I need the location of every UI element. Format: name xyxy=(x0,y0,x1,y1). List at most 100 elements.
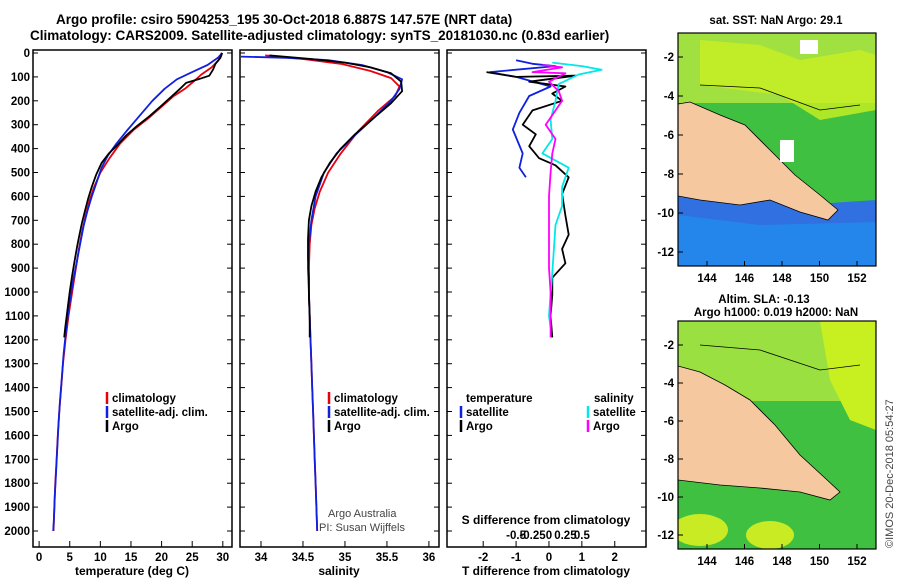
map-ticks: -2 -4 -6 -8 -10 -12 144 146 148 150 152 -2 -4 -6 -8 -10… xyxy=(657,52,866,568)
depth-tick-label: 700 xyxy=(11,215,30,227)
x-tick-label: 0 xyxy=(36,552,42,564)
x-tick-label: 20 xyxy=(155,552,168,564)
lon-tick-label: 146 xyxy=(735,273,754,285)
series-line-difference-satellite xyxy=(541,61,603,328)
lat-tick-label: -4 xyxy=(664,378,675,390)
x-tick-label: -2 xyxy=(478,552,488,564)
lat-tick-label: -12 xyxy=(657,530,674,542)
lat-tick-label: -4 xyxy=(664,91,675,103)
sla-map-frame xyxy=(677,320,877,550)
series-layer xyxy=(52,52,603,532)
legend-climatology: climatology xyxy=(334,393,399,405)
depth-tick-label: 100 xyxy=(11,72,30,84)
temperature-legend: climatology satellite-adj. clim. Argo xyxy=(105,392,208,433)
sla-map-title2: Argo h1000: 0.019 h2000: NaN xyxy=(694,307,858,319)
lon-tick-label: 150 xyxy=(810,556,829,568)
depth-tick-label: 600 xyxy=(11,191,30,203)
lat-tick-label: -8 xyxy=(664,454,675,466)
credit-line2: PI: Susan Wijffels xyxy=(319,522,405,534)
legend-s-argo: Argo xyxy=(593,421,620,433)
lon-tick-label: 152 xyxy=(847,273,866,285)
title-line2: Climatology: CARS2009. Satellite-adjuste… xyxy=(30,28,609,43)
depth-tick-label: 200 xyxy=(11,96,30,108)
depth-tick-label: 400 xyxy=(11,144,30,156)
depth-tick-label: 2000 xyxy=(4,526,30,538)
difference-xlabel: T difference from climatology xyxy=(462,564,630,578)
depth-tick-label: 1200 xyxy=(4,335,30,347)
lat-tick-label: -8 xyxy=(664,169,675,181)
lat-tick-label: -2 xyxy=(664,340,674,352)
x-tick-label: 36 xyxy=(423,552,436,564)
salinity-panel xyxy=(239,49,440,548)
depth-tick-label: 500 xyxy=(11,168,30,180)
depth-tick-label: 800 xyxy=(11,239,30,251)
x-tick-label: 35 xyxy=(339,552,352,564)
s-difference-label: S difference from climatology xyxy=(462,513,631,527)
legend-salinity-title: salinity xyxy=(594,393,634,405)
sla-map-title1: Altim. SLA: -0.13 xyxy=(718,294,809,306)
credit-line1: Argo Australia xyxy=(328,508,397,520)
lat-tick-label: -10 xyxy=(657,492,674,504)
temperature-panel xyxy=(32,49,233,548)
depth-tick-label: 0 xyxy=(24,48,30,60)
difference-legend: temperature satellite Argo salinity sate… xyxy=(459,393,636,433)
x-tick-label: 25 xyxy=(186,552,199,564)
lon-tick-label: 152 xyxy=(847,556,866,568)
s-tick-label: -0.25 xyxy=(519,530,546,542)
title-line1: Argo profile: csiro 5904253_195 30-Oct-2… xyxy=(56,12,512,27)
x-tick-label: 5 xyxy=(67,552,74,564)
depth-tick-label: 1700 xyxy=(4,454,30,466)
depth-tick-label: 1500 xyxy=(4,407,30,419)
legend-satellite: satellite-adj. clim. xyxy=(334,407,430,419)
depth-tick-label: 300 xyxy=(11,120,30,132)
legend-argo: Argo xyxy=(112,421,139,433)
legend-argo: Argo xyxy=(334,421,361,433)
depth-tick-label: 1600 xyxy=(4,430,30,442)
x-tick-label: 10 xyxy=(94,552,107,564)
legend-climatology: climatology xyxy=(112,393,177,405)
lon-tick-label: 148 xyxy=(772,556,792,568)
series-line-difference-satellite xyxy=(488,59,557,178)
legend-satellite: satellite-adj. clim. xyxy=(112,407,208,419)
legend-s-satellite: satellite xyxy=(593,407,636,419)
sst-map-title: sat. SST: NaN Argo: 29.1 xyxy=(709,15,843,27)
lat-tick-label: -2 xyxy=(664,52,674,64)
s-tick-label: -0.5 xyxy=(506,530,526,542)
lon-tick-label: 144 xyxy=(697,273,717,285)
x-tick-label: 30 xyxy=(216,552,229,564)
x-tick-label: 34.5 xyxy=(292,552,315,564)
s-tick-label: 0.5 xyxy=(574,530,591,542)
depth-axis: 0 100 200 300 400 500 600 700 800 900 1000 1100 1200… xyxy=(4,48,646,538)
panel-ticks: 0 5 10 15 20 25 30 34 34.5 35 35.5 36 -2 -1 0 1 2 -0.5-0.… xyxy=(36,530,618,564)
depth-tick-label: 1300 xyxy=(4,359,30,371)
legend-temperature-title: temperature xyxy=(466,393,532,405)
lat-tick-label: -10 xyxy=(657,208,674,220)
sla-map xyxy=(678,321,876,549)
series-line-salinity-satellite-adj--clim- xyxy=(240,55,404,532)
x-tick-label: 15 xyxy=(125,552,138,564)
depth-tick-label: 1900 xyxy=(4,502,30,514)
x-tick-label: 2 xyxy=(612,552,618,564)
series-line-temperature-satellite-adj--clim- xyxy=(52,52,223,532)
x-tick-label: 35.5 xyxy=(376,552,399,564)
lon-tick-label: 150 xyxy=(810,273,829,285)
series-line-difference-argo xyxy=(531,64,567,338)
depth-tick-label: 1400 xyxy=(4,383,30,395)
series-line-salinity-climatology xyxy=(265,54,401,532)
lon-tick-label: 146 xyxy=(735,556,754,568)
sst-map xyxy=(678,33,876,266)
depth-tick-label: 1100 xyxy=(5,311,30,323)
legend-t-satellite: satellite xyxy=(466,407,509,419)
x-tick-label: 34 xyxy=(255,552,268,564)
temperature-xlabel: temperature (deg C) xyxy=(75,564,189,578)
lat-tick-label: -6 xyxy=(664,130,674,142)
salinity-legend: climatology satellite-adj. clim. Argo xyxy=(327,392,430,433)
legend-t-argo: Argo xyxy=(466,421,493,433)
depth-tick-label: 1000 xyxy=(4,287,30,299)
lat-tick-label: -6 xyxy=(664,416,674,428)
depth-tick-label: 900 xyxy=(11,263,30,275)
series-line-salinity-argo xyxy=(269,54,404,338)
depth-tick-label: 1800 xyxy=(4,478,30,490)
x-tick-label: 1 xyxy=(579,552,586,564)
